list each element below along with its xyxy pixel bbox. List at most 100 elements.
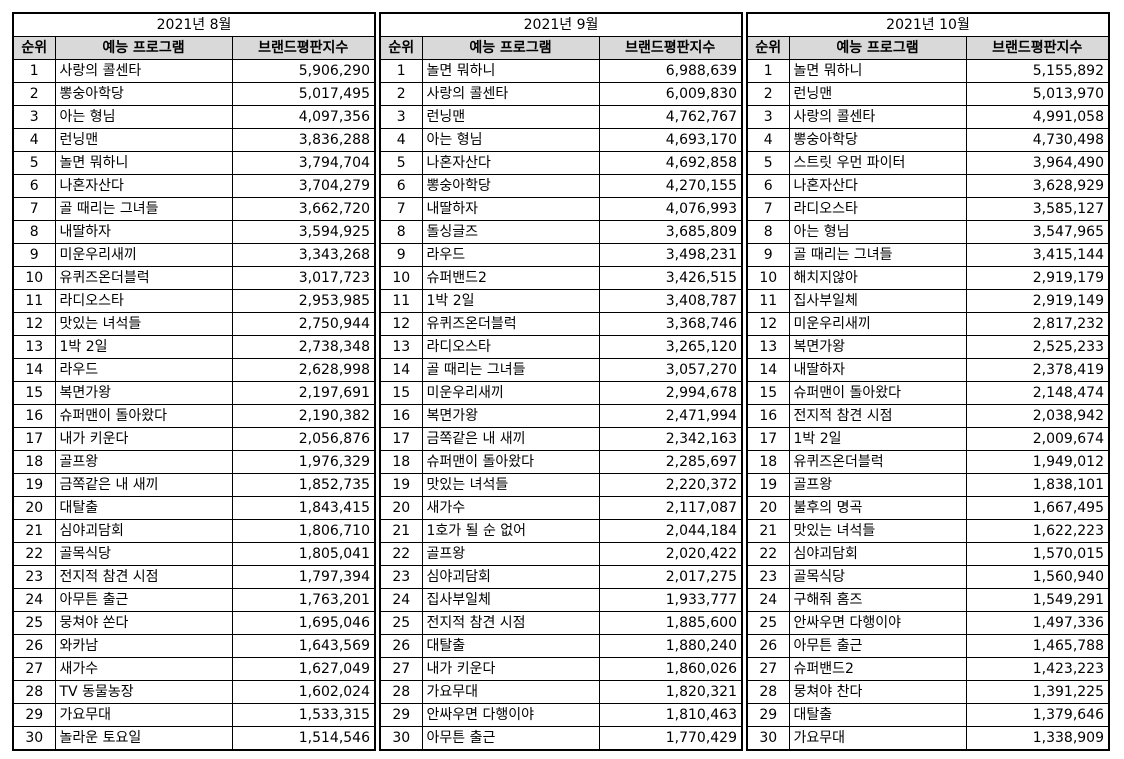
program-name-cell: 대탈출 [421,634,600,658]
table-row: 18 골프왕 1,976,329 [12,450,376,474]
month-table-1: 2021년 8월 순위 예능 프로그램 브랜드평판지수 1 사랑의 콜센타 5,906,29… [12,12,376,751]
table-row: 27 내가 키운다 1,860,026 [379,657,743,681]
rank-cell: 16 [746,404,790,428]
program-name-cell: 복면가왕 [54,381,233,405]
program-name-cell: 슈퍼맨이 돌아왔다 [421,450,600,474]
rank-cell: 3 [12,105,56,129]
rank-cell: 6 [12,174,56,198]
table-row: 1 놀면 뭐하니 5,155,892 [746,59,1110,83]
program-name-cell: 라디오스타 [788,197,967,221]
score-cell: 3,836,288 [231,128,376,152]
score-cell: 1,560,940 [965,565,1110,589]
table-row: 13 복면가왕 2,525,233 [746,335,1110,359]
program-name-cell: 골 때리는 그녀들 [54,197,233,221]
table-row: 6 나혼자산다 3,704,279 [12,174,376,198]
table-row: 11 라디오스타 2,953,985 [12,289,376,313]
table-row: 15 복면가왕 2,197,691 [12,381,376,405]
score-cell: 2,342,163 [598,427,743,451]
score-cell: 1,667,495 [965,496,1110,520]
score-cell: 2,190,382 [231,404,376,428]
program-name-cell: 사랑의 콜센타 [54,59,233,83]
score-cell: 1,810,463 [598,703,743,727]
program-name-cell: 금쪽같은 내 새끼 [421,427,600,451]
score-cell: 1,933,777 [598,588,743,612]
program-name-cell: 골 때리는 그녀들 [788,243,967,267]
score-cell: 5,013,970 [965,82,1110,106]
table-row: 30 가요무대 1,338,909 [746,726,1110,751]
table-row: 8 아는 형님 3,547,965 [746,220,1110,244]
table-row: 19 골프왕 1,838,101 [746,473,1110,497]
score-cell: 2,020,422 [598,542,743,566]
program-name-cell: 1호가 될 순 없어 [421,519,600,543]
rank-cell: 16 [12,404,56,428]
score-cell: 3,408,787 [598,289,743,313]
score-cell: 5,906,290 [231,59,376,83]
program-name-cell: 전지적 참견 시점 [421,611,600,635]
score-cell: 4,991,058 [965,105,1110,129]
table-row: 14 골 때리는 그녀들 3,057,270 [379,358,743,382]
table-row: 19 금쪽같은 내 새끼 1,852,735 [12,473,376,497]
month-table-3: 2021년 10월 순위 예능 프로그램 브랜드평판지수 1 놀면 뭐하니 5,155,89… [746,12,1110,751]
rank-cell: 16 [379,404,423,428]
program-header: 예능 프로그램 [54,36,233,60]
score-cell: 3,057,270 [598,358,743,382]
rank-cell: 18 [746,450,790,474]
program-name-cell: 골프왕 [54,450,233,474]
table-row: 29 안싸우면 다행이야 1,810,463 [379,703,743,727]
score-cell: 2,044,184 [598,519,743,543]
table-row: 2 뽕숭아학당 5,017,495 [12,82,376,106]
score-cell: 1,852,735 [231,473,376,497]
rank-header: 순위 [379,36,423,60]
table-row: 26 대탈출 1,880,240 [379,634,743,658]
rank-cell: 11 [12,289,56,313]
score-cell: 2,628,998 [231,358,376,382]
program-name-cell: 골목식당 [54,542,233,566]
rank-cell: 27 [379,657,423,681]
rank-cell: 27 [12,657,56,681]
rank-cell: 30 [12,726,56,751]
program-name-cell: 슈퍼맨이 돌아왔다 [54,404,233,428]
table-row: 26 아무튼 출근 1,465,788 [746,634,1110,658]
program-name-cell: 아는 형님 [421,128,600,152]
score-cell: 2,738,348 [231,335,376,359]
score-cell: 1,838,101 [965,473,1110,497]
rank-cell: 7 [12,197,56,221]
program-name-cell: 아무튼 출근 [788,634,967,658]
table-row: 28 뭉쳐야 찬다 1,391,225 [746,680,1110,704]
program-header: 예능 프로그램 [421,36,600,60]
score-cell: 3,426,515 [598,266,743,290]
rank-cell: 28 [746,680,790,704]
program-name-cell: 돌싱글즈 [421,220,600,244]
rank-cell: 17 [746,427,790,451]
rank-cell: 25 [379,611,423,635]
rank-cell: 4 [746,128,790,152]
program-name-cell: 슈퍼밴드2 [421,266,600,290]
rank-cell: 8 [12,220,56,244]
table-row: 22 골목식당 1,805,041 [12,542,376,566]
table-row: 15 슈퍼맨이 돌아왔다 2,148,474 [746,381,1110,405]
table-row: 16 복면가왕 2,471,994 [379,404,743,428]
score-cell: 2,994,678 [598,381,743,405]
table-row: 25 안싸우면 다행이야 1,497,336 [746,611,1110,635]
table-row: 3 런닝맨 4,762,767 [379,105,743,129]
score-header: 브랜드평판지수 [965,36,1110,60]
table-row: 17 1박 2일 2,009,674 [746,427,1110,451]
table-row: 14 라우드 2,628,998 [12,358,376,382]
table-row: 10 슈퍼밴드2 3,426,515 [379,266,743,290]
rank-cell: 29 [12,703,56,727]
table-row: 26 와카남 1,643,569 [12,634,376,658]
table-row: 20 불후의 명곡 1,667,495 [746,496,1110,520]
program-name-cell: 라우드 [421,243,600,267]
rank-cell: 26 [379,634,423,658]
table-row: 11 집사부일체 2,919,149 [746,289,1110,313]
rank-header: 순위 [12,36,56,60]
rank-cell: 3 [379,105,423,129]
program-name-cell: 라디오스타 [54,289,233,313]
score-cell: 3,794,704 [231,151,376,175]
month-table-2: 2021년 9월 순위 예능 프로그램 브랜드평판지수 1 놀면 뭐하니 6,988,639… [379,12,743,751]
program-name-cell: 해치지않아 [788,266,967,290]
table-row: 22 심야괴담회 1,570,015 [746,542,1110,566]
table-row: 24 구해줘 홈즈 1,549,291 [746,588,1110,612]
table-row: 8 돌싱글즈 3,685,809 [379,220,743,244]
table-row: 24 집사부일체 1,933,777 [379,588,743,612]
